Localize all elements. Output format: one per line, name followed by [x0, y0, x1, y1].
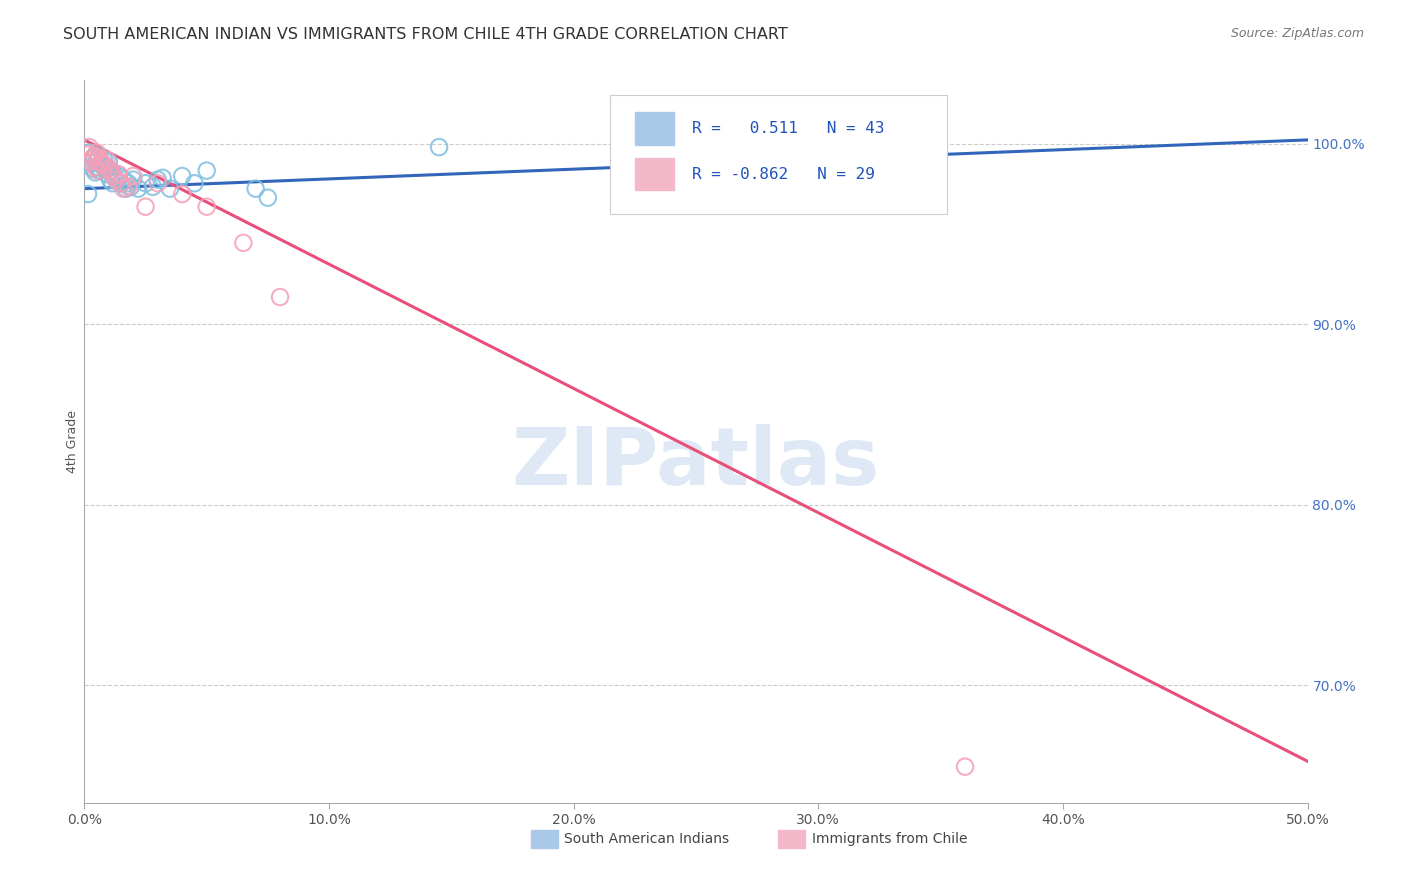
FancyBboxPatch shape — [778, 830, 804, 847]
Point — [84, 165, 107, 179]
Point — [82, 151, 104, 165]
Text: R =   0.511   N = 43: R = 0.511 N = 43 — [692, 121, 884, 136]
Point — [103, 167, 125, 181]
Point — [152, 170, 174, 185]
Point — [86, 154, 108, 169]
Point — [110, 176, 132, 190]
Point — [86, 145, 108, 160]
FancyBboxPatch shape — [636, 158, 673, 191]
Point — [142, 179, 165, 194]
Point — [122, 169, 145, 183]
Point — [135, 200, 157, 214]
Point — [105, 172, 128, 186]
Point — [117, 179, 139, 194]
Point — [93, 153, 115, 167]
Point — [97, 154, 120, 169]
Point — [98, 172, 121, 186]
Point — [146, 176, 169, 190]
Point — [96, 160, 118, 174]
Point — [107, 167, 129, 181]
Point — [84, 160, 107, 174]
Point — [105, 172, 128, 186]
FancyBboxPatch shape — [636, 112, 673, 145]
Point — [135, 176, 157, 190]
Point — [83, 149, 105, 163]
Point — [87, 149, 110, 163]
Point — [115, 182, 138, 196]
Point — [80, 156, 103, 170]
Point — [77, 140, 100, 154]
Point — [104, 170, 127, 185]
Point — [232, 235, 254, 250]
Point — [87, 163, 110, 178]
Point — [146, 172, 169, 186]
Point — [112, 172, 135, 186]
Text: ZIPatlas: ZIPatlas — [512, 425, 880, 502]
Point — [195, 200, 218, 214]
Point — [97, 161, 120, 176]
Point — [257, 191, 280, 205]
Point — [269, 290, 291, 304]
Point — [100, 165, 122, 179]
Point — [172, 187, 194, 202]
Point — [79, 154, 101, 169]
Point — [122, 172, 145, 186]
Point — [87, 160, 110, 174]
Point — [91, 156, 114, 170]
Point — [117, 176, 139, 190]
Text: South American Indians: South American Indians — [564, 832, 728, 846]
Text: SOUTH AMERICAN INDIAN VS IMMIGRANTS FROM CHILE 4TH GRADE CORRELATION CHART: SOUTH AMERICAN INDIAN VS IMMIGRANTS FROM… — [63, 27, 787, 42]
Point — [245, 182, 267, 196]
Point — [112, 182, 135, 196]
Text: Immigrants from Chile: Immigrants from Chile — [813, 832, 967, 846]
FancyBboxPatch shape — [610, 95, 946, 214]
Point — [83, 151, 105, 165]
Point — [183, 176, 205, 190]
Point — [172, 169, 194, 183]
Point — [107, 169, 129, 183]
Point — [120, 179, 142, 194]
Point — [953, 760, 976, 774]
Point — [90, 158, 112, 172]
Point — [97, 167, 120, 181]
Point — [96, 153, 118, 167]
Point — [127, 182, 149, 196]
Point — [77, 145, 100, 160]
Point — [77, 187, 100, 202]
Point — [195, 163, 218, 178]
Point — [110, 176, 132, 190]
Text: R = -0.862   N = 29: R = -0.862 N = 29 — [692, 167, 875, 182]
Point — [427, 140, 450, 154]
Point — [100, 163, 122, 178]
Point — [89, 156, 111, 170]
Point — [159, 182, 181, 196]
Point — [93, 158, 115, 172]
Point — [90, 154, 112, 169]
Point — [105, 174, 128, 188]
Point — [94, 161, 117, 176]
Text: Source: ZipAtlas.com: Source: ZipAtlas.com — [1230, 27, 1364, 40]
Point — [101, 176, 124, 190]
Point — [82, 161, 104, 176]
Y-axis label: 4th Grade: 4th Grade — [66, 410, 79, 473]
Point — [89, 163, 111, 178]
FancyBboxPatch shape — [531, 830, 558, 847]
Point — [77, 147, 100, 161]
Point — [103, 169, 125, 183]
Point — [87, 151, 110, 165]
